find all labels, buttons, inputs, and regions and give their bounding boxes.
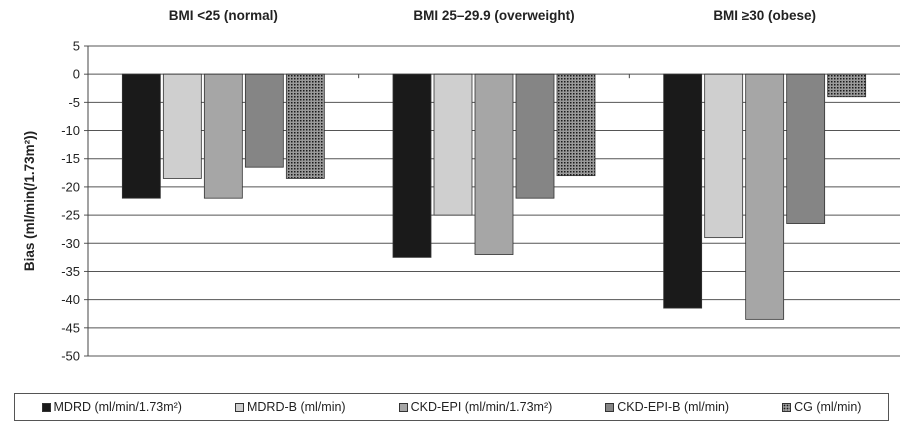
legend: MDRD (ml/min/1.73m²) MDRD-B (ml/min) CKD-E…	[14, 393, 889, 421]
legend-swatch	[782, 402, 792, 412]
bar	[745, 73, 785, 320]
y-tick-label: -5	[68, 95, 80, 110]
bar	[786, 73, 826, 224]
group-labels: BMI <25 (normal) BMI 25–29.9 (overweight)…	[169, 8, 816, 23]
legend-item: MDRD-B (ml/min)	[234, 400, 346, 414]
y-axis-label: Bias (ml/min(/1.73m²))	[22, 131, 37, 271]
bar	[203, 73, 243, 199]
legend-label: CG (ml/min)	[794, 400, 862, 414]
y-tick-label: -30	[61, 236, 80, 251]
y-tick-label: 0	[73, 67, 80, 82]
y-tick-label: -35	[61, 264, 80, 279]
legend-swatch	[398, 402, 408, 412]
y-tick-label: -20	[61, 179, 80, 194]
legend-item: CKD-EPI-B (ml/min)	[605, 400, 729, 414]
legend-item: CG (ml/min)	[782, 400, 861, 414]
y-tick-label: 5	[73, 39, 80, 54]
bar	[515, 73, 555, 199]
y-tick-label: -40	[61, 292, 80, 307]
bars	[121, 73, 867, 320]
y-tick-labels: 5 0 -5 -10 -15 -20 -25 -30 -35 -40 -45 -50	[61, 39, 80, 364]
legend-swatch	[234, 402, 244, 412]
category-label: BMI ≥30 (obese)	[713, 8, 816, 23]
legend-label: MDRD-B (ml/min)	[246, 400, 346, 414]
legend-label: CKD-EPI-B (ml/min)	[617, 400, 730, 414]
y-tick-label: -45	[61, 320, 80, 335]
legend-item: MDRD (ml/min/1.73m²)	[41, 400, 182, 414]
y-tick-label: -50	[61, 349, 80, 364]
y-tick-label: -25	[61, 208, 80, 223]
bar	[392, 73, 432, 258]
y-tick-label: -15	[61, 151, 80, 166]
legend-label: CKD-EPI (ml/min/1.73m²)	[410, 400, 553, 414]
bar	[162, 73, 202, 179]
bias-bar-chart: 5 0 -5 -10 -15 -20 -25 -30 -35 -40 -45 -50 BMI <25 …	[22, 8, 900, 364]
bar	[121, 73, 161, 199]
y-tick-label: -10	[61, 123, 80, 138]
legend-swatch	[41, 402, 51, 412]
bar	[556, 73, 596, 177]
bar	[704, 73, 744, 239]
bar	[663, 73, 703, 309]
legend-item: CKD-EPI (ml/min/1.73m²)	[398, 400, 553, 414]
category-label: BMI 25–29.9 (overweight)	[413, 8, 574, 23]
bar	[285, 73, 325, 179]
axes	[87, 46, 630, 356]
legend-swatch	[605, 402, 615, 412]
bar	[827, 73, 867, 98]
category-label: BMI <25 (normal)	[169, 8, 278, 23]
legend-label: MDRD (ml/min/1.73m²)	[53, 400, 182, 414]
bar	[244, 73, 284, 168]
bar	[474, 73, 514, 255]
bar	[433, 73, 473, 216]
